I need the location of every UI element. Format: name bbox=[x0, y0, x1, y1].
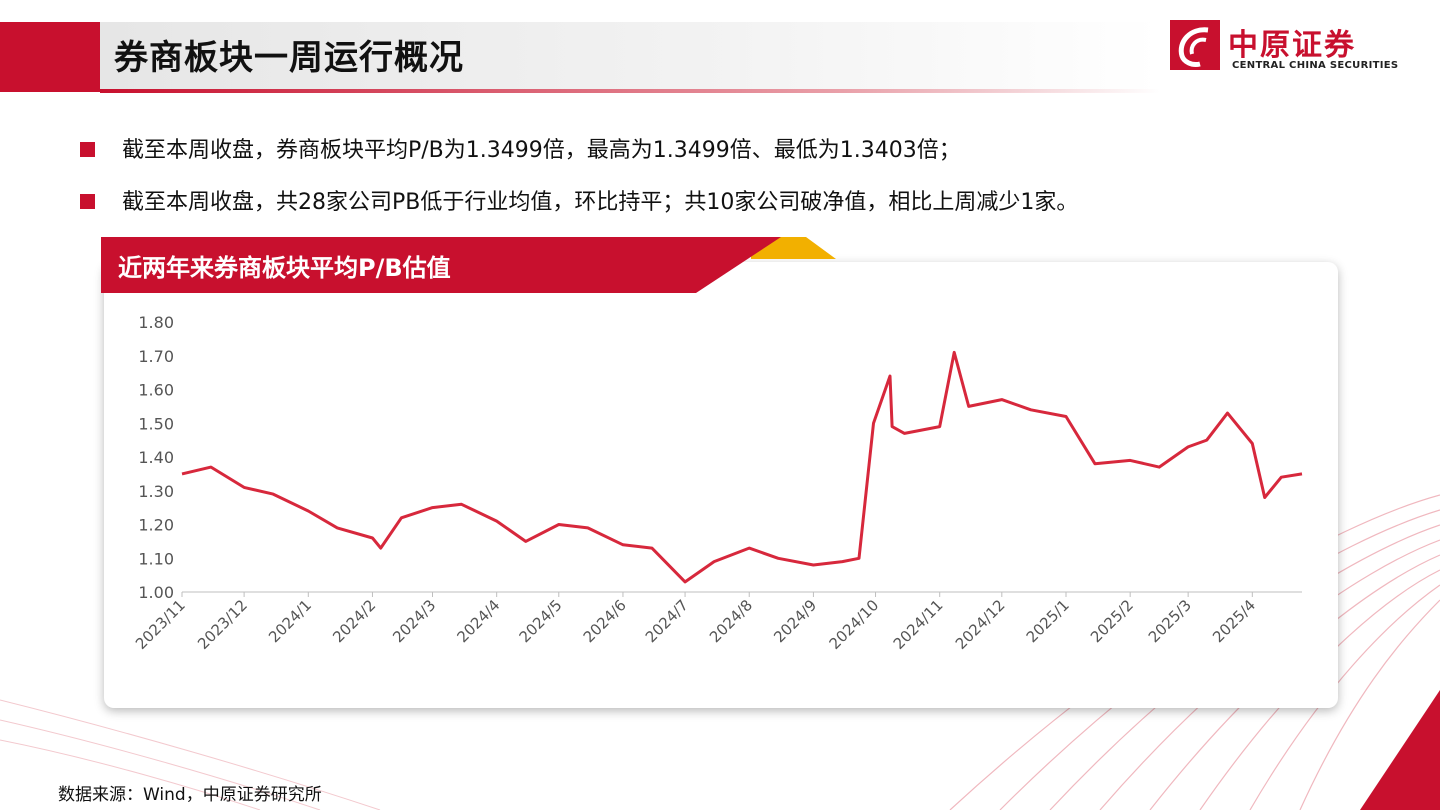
y-tick-label: 1.40 bbox=[138, 448, 174, 467]
logo-english-name: CENTRAL CHINA SECURITIES bbox=[1232, 60, 1399, 71]
y-tick-label: 1.60 bbox=[138, 381, 174, 400]
x-tick-label: 2024/12 bbox=[952, 596, 1009, 653]
page-title: 券商板块一周运行概况 bbox=[114, 38, 464, 78]
pb-line-chart: 1.00 1.10 1.20 1.30 1.40 1.50 1.60 1.70 1.80 202… bbox=[132, 313, 1303, 653]
x-tick-label: 2024/1 bbox=[265, 596, 315, 646]
y-tick-label: 1.30 bbox=[138, 482, 174, 501]
x-tick-label: 2024/7 bbox=[642, 596, 692, 646]
bullet-square-icon bbox=[80, 142, 95, 157]
bullet-text: 截至本周收盘，共28家公司PB低于行业均值，环比持平；共10家公司破净值，相比上… bbox=[122, 190, 1079, 215]
logo-chinese-name: 中原证券 bbox=[1228, 28, 1356, 63]
x-axis: 2023/11 2023/12 2024/1 2024/2 2024/3 2024/4 20… bbox=[132, 592, 1259, 653]
chart-card bbox=[104, 262, 1338, 708]
x-tick-label: 2024/4 bbox=[453, 596, 503, 646]
chart-title-banner bbox=[101, 237, 836, 293]
y-tick-label: 1.70 bbox=[138, 347, 174, 366]
x-tick-label: 2024/8 bbox=[706, 596, 756, 646]
x-tick-label: 2024/11 bbox=[890, 596, 947, 653]
x-tick-label: 2024/9 bbox=[770, 596, 820, 646]
x-tick-label: 2024/6 bbox=[580, 596, 630, 646]
x-tick-label: 2024/5 bbox=[516, 596, 566, 646]
header-underline bbox=[100, 89, 1160, 93]
y-tick-label: 1.20 bbox=[138, 516, 174, 535]
x-tick-label: 2025/1 bbox=[1023, 596, 1073, 646]
x-tick-label: 2025/3 bbox=[1145, 596, 1195, 646]
y-tick-label: 1.80 bbox=[138, 313, 174, 332]
bullet-square-icon bbox=[80, 194, 95, 209]
y-axis: 1.00 1.10 1.20 1.30 1.40 1.50 1.60 1.70 1.80 bbox=[138, 313, 1302, 602]
x-tick-label: 2024/10 bbox=[826, 596, 883, 653]
series-layer bbox=[181, 350, 1303, 584]
header-accent-bar bbox=[0, 22, 100, 92]
x-tick-label: 2025/4 bbox=[1209, 596, 1259, 646]
x-tick-label: 2023/11 bbox=[132, 596, 189, 653]
logo-mark-icon bbox=[1170, 20, 1220, 70]
y-tick-label: 1.10 bbox=[138, 549, 174, 568]
company-logo: 中原证券 CENTRAL CHINA SECURITIES bbox=[1170, 20, 1420, 76]
series-line-avg-pb bbox=[181, 350, 1303, 584]
x-tick-label: 2024/2 bbox=[329, 596, 379, 646]
data-source-note: 数据来源：Wind，中原证券研究所 bbox=[58, 785, 322, 805]
bullet-text: 截至本周收盘，券商板块平均P/B为1.3499倍，最高为1.3499倍、最低为1… bbox=[122, 138, 961, 163]
x-tick-label: 2025/2 bbox=[1087, 596, 1137, 646]
chart-title: 近两年来券商板块平均P/B估值 bbox=[118, 254, 451, 282]
x-tick-label: 2023/12 bbox=[194, 596, 251, 653]
x-tick-label: 2024/3 bbox=[389, 596, 439, 646]
y-tick-label: 1.50 bbox=[138, 414, 174, 433]
y-tick-label: 1.00 bbox=[138, 583, 174, 602]
header-band bbox=[100, 22, 1160, 92]
